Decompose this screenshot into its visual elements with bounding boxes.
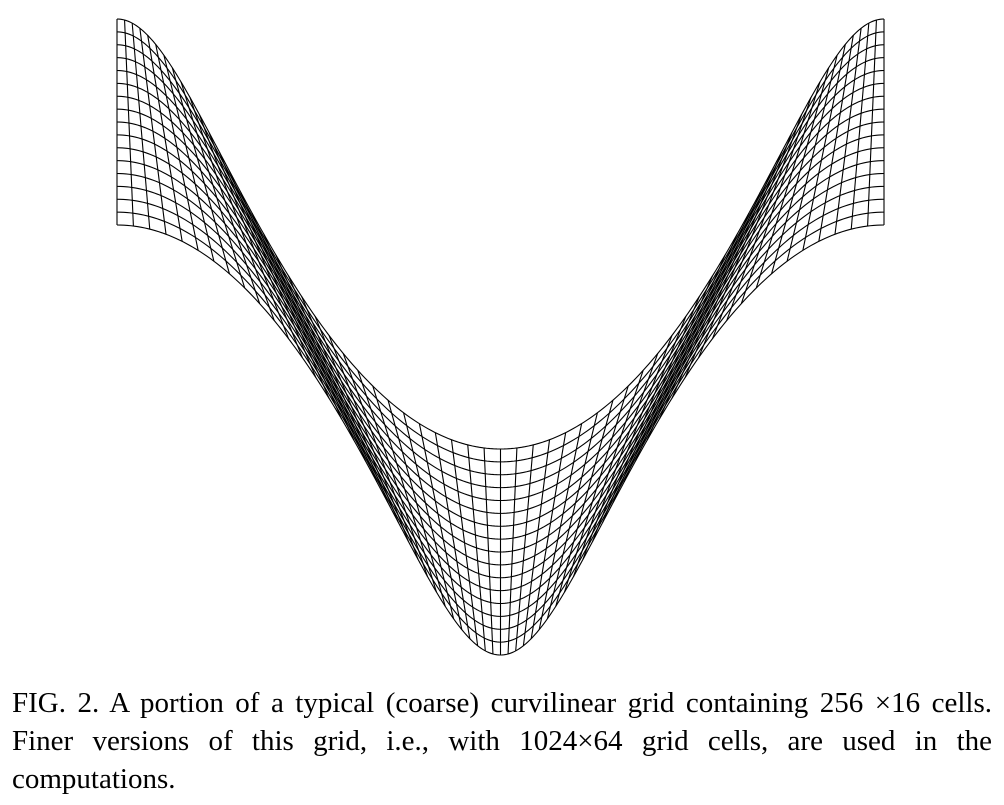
grid-line-transverse — [124, 20, 134, 227]
grid-line-transverse — [698, 151, 783, 358]
figure-caption: FIG. 2. A portion of a typical (coarse) c… — [12, 684, 992, 798]
grid-line-transverse — [372, 385, 437, 593]
grid-line-transverse — [867, 20, 877, 227]
grid-line-transverse — [342, 353, 419, 560]
grid-line-transverse — [251, 212, 343, 420]
grid-line-transverse — [646, 233, 738, 441]
figure-caption-text: A portion of a typical (coarse) curvilin… — [12, 687, 992, 795]
grid-lines — [116, 18, 885, 656]
grid-line-transverse — [834, 28, 862, 235]
grid-line-transverse — [740, 97, 812, 304]
grid-line-transverse — [357, 370, 428, 577]
grid-line-transverse — [163, 55, 215, 262]
grid-line-transverse — [240, 191, 330, 399]
grid-line-transverse — [218, 151, 303, 358]
grid-line-transverse — [546, 412, 598, 619]
grid-line-transverse — [755, 81, 821, 289]
grid-line-transverse — [155, 44, 199, 251]
grid-line-transverse — [418, 423, 463, 630]
grid-line-transverse — [434, 432, 471, 639]
grid-line-transverse — [198, 114, 275, 321]
curvilinear-grid-plot — [116, 18, 885, 656]
grid-line-transverse — [275, 254, 367, 462]
grid-line-transverse — [147, 35, 183, 242]
grid-line-transverse — [301, 296, 389, 503]
grid-line-transverse — [403, 412, 455, 619]
grid-line-transverse — [850, 23, 870, 230]
grid-line-transverse — [592, 335, 673, 542]
grid-line-transverse — [582, 353, 659, 560]
grid-line-transverse — [818, 35, 854, 242]
grid-line-transverse — [467, 444, 486, 651]
grid-line-transverse — [450, 439, 479, 646]
grid-line-transverse — [131, 23, 151, 230]
grid-line-transverse — [387, 400, 446, 607]
grid-line-longitudinal — [116, 44, 885, 476]
grid-line-transverse — [314, 316, 399, 523]
grid-line-transverse — [564, 385, 629, 593]
grid-line-transverse — [658, 212, 750, 420]
grid-line-transverse — [684, 171, 772, 378]
grid-line-transverse — [573, 370, 644, 577]
grid-line-transverse — [530, 432, 567, 639]
grid-line-longitudinal — [116, 69, 885, 502]
grid-line-transverse — [515, 444, 534, 651]
grid-line-transverse — [602, 316, 687, 523]
grid-line-transverse — [771, 67, 830, 274]
grid-line-transverse — [483, 447, 494, 654]
grid-line-transverse — [229, 171, 317, 378]
grid-line-transverse — [671, 191, 761, 399]
grid-line-transverse — [786, 55, 838, 262]
grid-line-transverse — [522, 439, 551, 646]
grid-line-transverse — [263, 233, 355, 441]
grid-line-transverse — [208, 132, 290, 339]
grid-line-transverse — [711, 132, 793, 339]
curvilinear-grid-figure — [116, 18, 885, 656]
grid-line-transverse — [612, 296, 700, 503]
grid-line-transverse — [288, 275, 378, 483]
grid-line-transverse — [139, 28, 167, 235]
figure-label: FIG. 2. — [12, 687, 100, 719]
grid-line-transverse — [634, 254, 726, 462]
grid-line-transverse — [623, 275, 713, 483]
grid-line-transverse — [726, 114, 803, 321]
grid-line-longitudinal — [116, 18, 885, 450]
grid-line-transverse — [189, 97, 261, 304]
grid-line-transverse — [171, 67, 230, 274]
grid-line-transverse — [507, 447, 518, 654]
grid-line-transverse — [180, 81, 246, 289]
grid-line-transverse — [328, 335, 409, 542]
grid-line-longitudinal — [116, 57, 885, 489]
grid-line-transverse — [538, 423, 583, 630]
grid-line-transverse — [555, 400, 614, 607]
grid-line-transverse — [802, 44, 846, 251]
